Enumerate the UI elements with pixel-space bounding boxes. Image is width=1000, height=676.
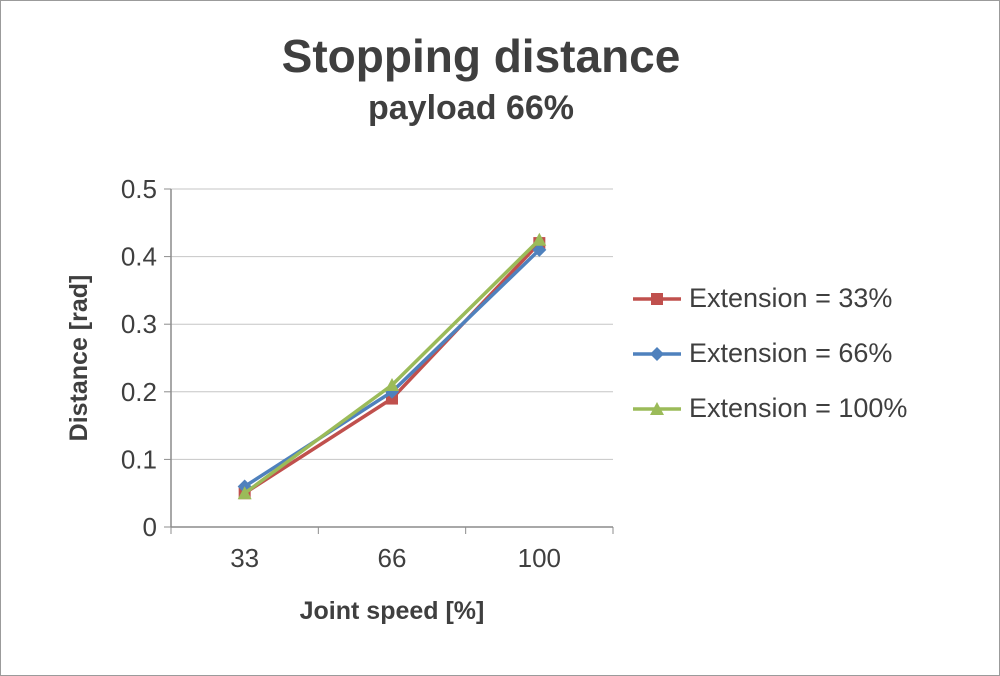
legend-key-icon [633,401,681,415]
series-line [243,238,541,495]
marker-triangle [650,401,664,415]
legend-key-icon [633,292,681,305]
marker-diamond [532,242,547,257]
series-triangle [237,232,547,500]
legend-item: Extension = 100% [631,393,907,424]
chart-subtitle: payload 66% [368,89,574,127]
legend: Extension = 33% Extension = 66% Extension … [631,283,907,424]
x-tick-label: 33 [230,543,259,573]
marker-triangle [532,232,547,246]
y-tick-label: 0.2 [121,377,157,407]
y-tick-label: 0.1 [121,444,157,474]
y-axis-title: Distance [rad] [65,275,93,442]
legend-item: Extension = 33% [631,283,907,314]
legend-label: Extension = 66% [689,338,893,368]
y-tick-label: 0.3 [121,309,157,339]
marker-triangle [237,486,252,500]
series-line [243,241,541,495]
y-tick-label: 0 [143,512,157,542]
marker-diamond [385,384,399,399]
legend-label: Extension = 100% [689,393,908,423]
legend-item: Extension = 66% [631,338,907,369]
marker-square [651,292,663,305]
y-tick-label: 0.5 [121,174,157,204]
marker-triangle [385,378,399,392]
marker-diamond [650,346,664,361]
chart-title: Stopping distance [281,30,681,82]
plot-area: 0 0.1 0.2 0.3 0.4 0.5 33 66 100 Joint speed [%] Di… [65,174,614,625]
x-axis-title: Joint speed [%] [300,597,485,625]
legend-key-icon [633,346,681,361]
x-tick-label: 66 [378,543,407,573]
x-tick-label: 100 [518,543,561,573]
y-tick-label: 0.4 [121,242,157,272]
legend-label: Extension = 33% [689,283,893,313]
